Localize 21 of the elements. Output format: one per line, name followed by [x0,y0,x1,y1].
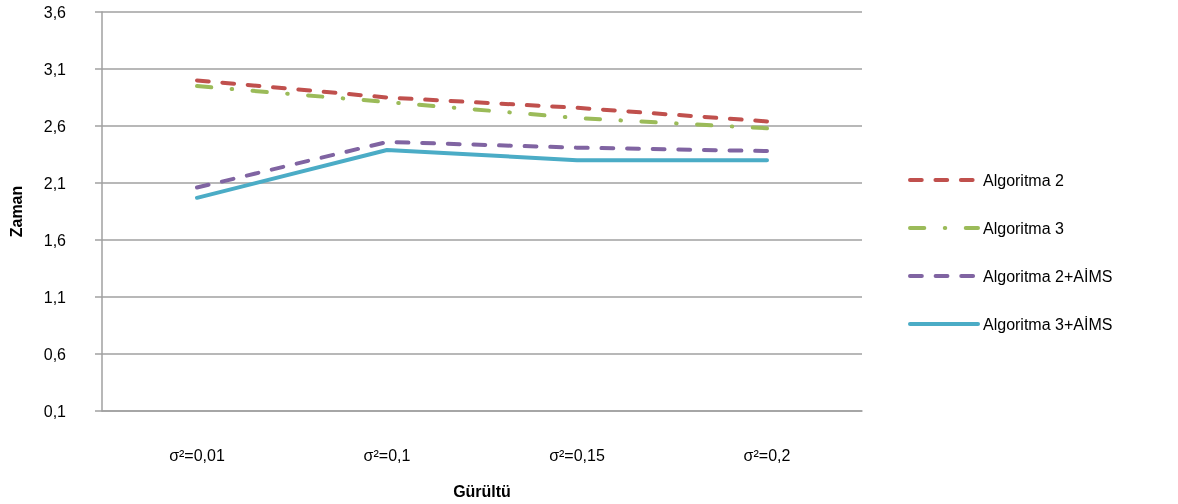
y-tick-label: 0,6 [43,345,67,363]
y-tick-label: 1,1 [43,288,67,306]
legend-label: Algoritma 3+AİMS [983,314,1113,333]
y-tick-label: 2,6 [43,117,67,135]
x-tick-label: σ²=0,1 [363,446,411,464]
y-tick-label: 3,6 [43,3,67,21]
y-axis-title: Zaman [7,185,25,238]
line-series [195,139,769,190]
line-series [195,84,769,131]
line-series [195,78,769,124]
legend-label: Algoritma 3 [983,219,1065,237]
x-tick-label: σ²=0,2 [743,446,791,464]
x-axis-title: Gürültü [453,482,511,500]
legend-label: Algoritma 2 [983,171,1065,189]
x-tick-label: σ²=0,01 [169,446,225,464]
y-tick-label: 0,1 [43,402,67,420]
x-tick-label: σ²=0,15 [549,446,605,464]
y-tick-label: 2,1 [43,174,67,192]
legend-label: Algoritma 2+AİMS [983,266,1113,285]
y-tick-label: 1,6 [43,231,67,249]
y-tick-label: 3,1 [43,60,67,78]
